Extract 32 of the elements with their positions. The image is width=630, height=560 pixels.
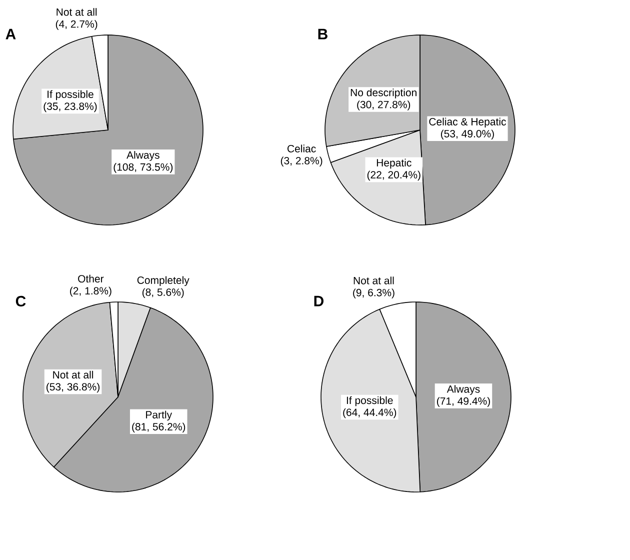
data-label: (4, 2.7%) xyxy=(56,20,98,30)
data-label: (35, 23.8%) xyxy=(44,102,97,112)
slice-label: Celiac xyxy=(288,144,316,152)
text: D xyxy=(314,296,324,306)
data-label: (81, 56.2%) xyxy=(132,422,186,433)
slice-label: Always xyxy=(126,151,160,161)
chart-title: B xyxy=(318,28,328,40)
data-label: (53, 36.8%) xyxy=(46,382,100,393)
data-label: (2, 1.8%) xyxy=(70,286,112,297)
data-label: (9, 6.3%) xyxy=(353,288,394,298)
data-label: (71, 49.4%) xyxy=(436,397,490,407)
slice-label: No description xyxy=(350,88,416,98)
data-label: (53, 49.0%) xyxy=(440,130,494,140)
data-label: (22, 20.4%) xyxy=(367,170,420,181)
data-label: (3, 2.8%) xyxy=(280,156,322,166)
slice-label: Not at all xyxy=(354,276,394,284)
data-label: (108, 73.5%) xyxy=(114,163,173,173)
text: A xyxy=(6,28,16,40)
text: C xyxy=(16,296,26,307)
slice-label: Not at all xyxy=(56,8,97,16)
slice-label: Not at all xyxy=(53,370,94,379)
data-label: (64, 44.4%) xyxy=(343,408,396,418)
data-label: (30, 27.8%) xyxy=(357,100,410,110)
slice-label: If possible xyxy=(48,90,94,100)
slice-label: Hepatic xyxy=(376,158,412,169)
slice-label: If possible xyxy=(346,396,393,406)
data-label: (8, 5.6%) xyxy=(142,288,184,298)
slice-label: Always xyxy=(446,385,480,395)
slice-label: Celiac & Hepatic xyxy=(429,118,506,128)
slice-label: Other xyxy=(78,274,104,283)
slice-label: Partly xyxy=(146,410,172,421)
slice-label: Completely xyxy=(137,276,190,286)
